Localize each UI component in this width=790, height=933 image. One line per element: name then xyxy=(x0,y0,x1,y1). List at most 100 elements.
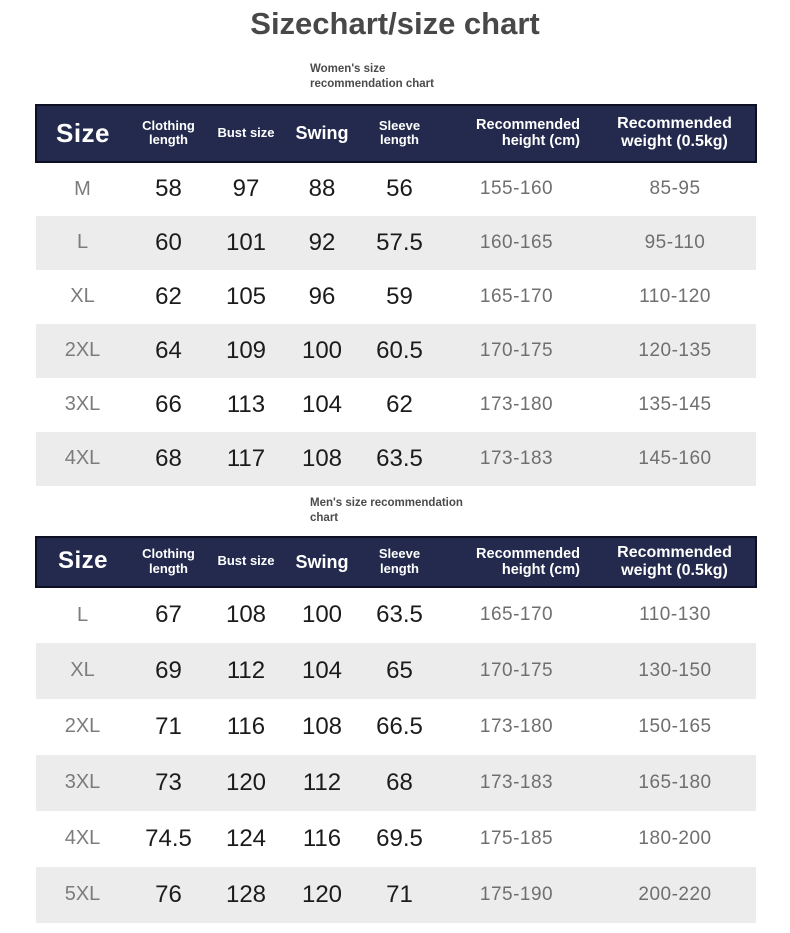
cell-rec-height: 173-180 xyxy=(479,715,554,737)
cell-rec-height: 170-175 xyxy=(479,659,554,681)
cell-size: L xyxy=(76,603,89,626)
cell-rec-weight: 110-120 xyxy=(639,285,711,307)
cell-sleeve-length: 69.5 xyxy=(376,824,423,852)
cell-rec-weight: 95-110 xyxy=(644,231,706,253)
table-row: 2XL 71 116 108 66.5 173-180 150-165 xyxy=(36,698,756,755)
cell-rec-height: 173-183 xyxy=(479,447,554,469)
table-row: 2XL 64 109 100 60.5 170-175 120-135 xyxy=(36,323,756,378)
cell-sleeve-length: 68 xyxy=(386,768,413,796)
header-cell-size: Size xyxy=(35,103,129,163)
cell-clothing-length: 62 xyxy=(155,282,182,310)
cell-bust-size: 108 xyxy=(225,601,267,629)
cell-sleeve-length: 63.5 xyxy=(376,444,423,472)
cell-rec-weight: 130-150 xyxy=(638,659,712,681)
men-table-body: L 67 108 100 63.5 165-170 110-130 XL 69 … xyxy=(36,586,756,923)
table-row: 5XL 76 128 120 71 175-190 200-220 xyxy=(36,866,756,923)
cell-clothing-length: 71 xyxy=(155,712,182,740)
cell-clothing-length: 67 xyxy=(155,601,182,629)
cell-size: 2XL xyxy=(64,339,101,362)
cell-bust-size: 105 xyxy=(225,282,267,310)
cell-swing: 88 xyxy=(308,175,336,203)
header-cell-size: Size xyxy=(35,535,129,588)
cell-bust-size: 120 xyxy=(225,768,267,796)
cell-size: XL xyxy=(70,285,95,308)
table-row: 4XL 68 117 108 63.5 173-183 145-160 xyxy=(36,431,756,486)
header-cell-rec-height: Recommended height (cm) xyxy=(439,103,594,163)
cell-swing: 92 xyxy=(308,228,336,256)
header-cell-clothing-length: Clothing length xyxy=(129,103,208,163)
cell-sleeve-length: 63.5 xyxy=(376,601,423,629)
cell-clothing-length: 69 xyxy=(155,656,182,684)
cell-clothing-length: 60 xyxy=(155,228,182,256)
cell-bust-size: 113 xyxy=(226,390,266,418)
table-row: 3XL 73 120 112 68 173-183 165-180 xyxy=(36,754,756,811)
cell-rec-weight: 150-165 xyxy=(638,715,712,737)
cell-rec-weight: 110-130 xyxy=(639,604,711,626)
cell-sleeve-length: 57.5 xyxy=(376,228,423,256)
cell-size: M xyxy=(74,177,91,200)
cell-size: 4XL xyxy=(64,447,101,470)
cell-rec-weight: 120-135 xyxy=(638,339,712,361)
cell-swing: 108 xyxy=(301,712,343,740)
cell-sleeve-length: 62 xyxy=(386,390,413,418)
cell-clothing-length: 74.5 xyxy=(145,824,192,852)
header-cell-sleeve-length: Sleeve length xyxy=(360,535,439,588)
table-header-row: Size Clothing length Bust size Swing Sle… xyxy=(35,103,757,163)
cell-clothing-length: 58 xyxy=(155,175,182,203)
header-cell-rec-weight: Recommended weight (0.5kg) xyxy=(594,535,757,588)
cell-swing: 112 xyxy=(302,768,342,796)
cell-rec-weight: 135-145 xyxy=(638,393,712,415)
cell-sleeve-length: 66.5 xyxy=(376,712,423,740)
cell-sleeve-length: 56 xyxy=(386,175,413,203)
cell-sleeve-length: 59 xyxy=(386,282,413,310)
cell-sleeve-length: 71 xyxy=(386,880,413,908)
table-row: M 58 97 88 56 155-160 85-95 xyxy=(36,161,756,216)
cell-bust-size: 112 xyxy=(226,656,266,684)
page-title: Sizechart/size chart xyxy=(250,6,540,41)
table-row: L 67 108 100 63.5 165-170 110-130 xyxy=(36,586,756,643)
cell-sleeve-length: 65 xyxy=(386,656,413,684)
cell-bust-size: 116 xyxy=(226,712,266,740)
header-cell-sleeve-length: Sleeve length xyxy=(360,103,439,163)
table-row: 4XL 74.5 124 116 69.5 175-185 180-200 xyxy=(36,810,756,867)
cell-clothing-length: 66 xyxy=(155,390,182,418)
cell-clothing-length: 76 xyxy=(155,880,182,908)
cell-swing: 104 xyxy=(301,390,343,418)
cell-swing: 116 xyxy=(302,824,342,852)
cell-bust-size: 109 xyxy=(225,336,267,364)
table-row: 3XL 66 113 104 62 173-180 135-145 xyxy=(36,377,756,432)
cell-rec-weight: 200-220 xyxy=(638,883,712,905)
cell-rec-weight: 165-180 xyxy=(638,771,712,793)
cell-rec-height: 165-170 xyxy=(479,285,554,307)
cell-sleeve-length: 60.5 xyxy=(376,336,423,364)
cell-bust-size: 128 xyxy=(225,880,267,908)
cell-rec-height: 165-170 xyxy=(479,604,554,626)
cell-size: L xyxy=(76,231,89,254)
cell-size: 3XL xyxy=(64,771,101,794)
cell-rec-weight: 145-160 xyxy=(638,447,712,469)
header-cell-clothing-length: Clothing length xyxy=(129,535,208,588)
women-table-caption: Women's size recommendation chart xyxy=(310,63,434,90)
cell-bust-size: 101 xyxy=(225,228,267,256)
cell-swing: 108 xyxy=(301,444,343,472)
header-cell-swing: Swing xyxy=(284,535,360,588)
cell-swing: 96 xyxy=(308,282,336,310)
cell-swing: 100 xyxy=(301,601,343,629)
cell-size: 5XL xyxy=(64,883,101,906)
header-cell-bust-size: Bust size xyxy=(208,103,284,163)
cell-swing: 100 xyxy=(301,336,343,364)
cell-bust-size: 117 xyxy=(226,444,266,472)
cell-bust-size: 97 xyxy=(232,175,260,203)
cell-rec-height: 155-160 xyxy=(479,178,554,200)
cell-swing: 120 xyxy=(301,880,343,908)
cell-clothing-length: 64 xyxy=(155,336,182,364)
men-table-header: Size Clothing length Bust size Swing Sle… xyxy=(35,535,757,588)
cell-rec-weight: 85-95 xyxy=(649,178,701,200)
cell-clothing-length: 68 xyxy=(155,444,182,472)
cell-rec-height: 170-175 xyxy=(479,339,554,361)
cell-size: 4XL xyxy=(64,827,101,850)
cell-swing: 104 xyxy=(301,656,343,684)
cell-clothing-length: 73 xyxy=(155,768,182,796)
men-table-caption: Men's size recommendation chart xyxy=(310,496,463,524)
